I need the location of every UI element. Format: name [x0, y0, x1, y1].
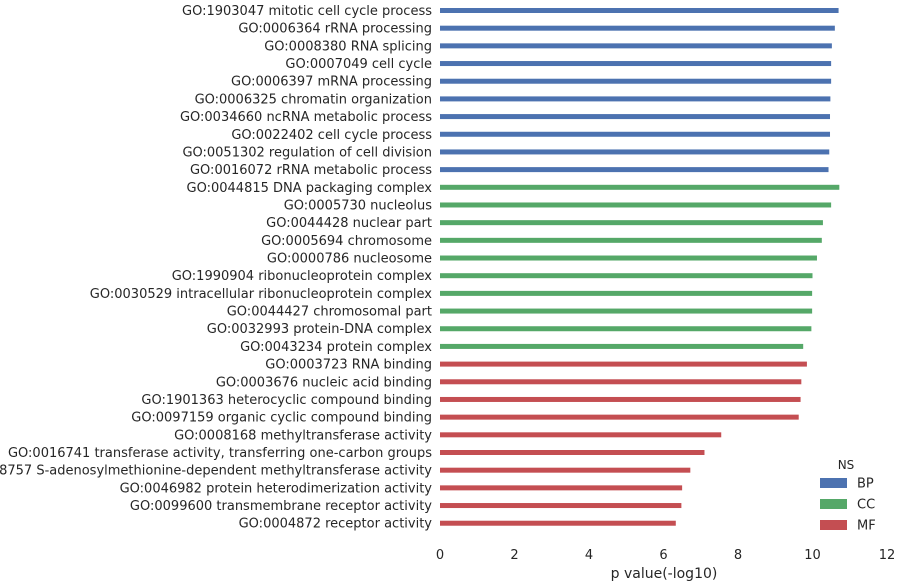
category-label: GO:0046982 protein heterodimerization ac…: [120, 481, 433, 496]
bar-mf: [440, 361, 807, 367]
category-label: GO:0097159 organic cyclic compound bindi…: [131, 411, 432, 426]
x-tick-label: 0: [436, 548, 444, 563]
category-label: GO:0006364 rRNA processing: [238, 22, 432, 37]
category-label: GO:0004872 receptor activity: [239, 517, 433, 532]
category-label: GO:0016072 rRNA metabolic process: [190, 163, 432, 178]
category-label: GO:0043234 protein complex: [240, 340, 432, 355]
bar-cc: [440, 343, 804, 349]
bar-bp: [440, 8, 839, 13]
bar-cc: [440, 184, 840, 190]
bar-cc: [440, 308, 813, 314]
bar-bp: [440, 78, 832, 84]
x-tick-label: 6: [659, 548, 667, 563]
x-tick-label: 2: [510, 548, 518, 563]
bar-mf: [440, 432, 722, 438]
bar-bp: [440, 149, 830, 155]
legend-label-cc: CC: [857, 498, 875, 513]
category-label: GO:0000786 nucleosome: [267, 252, 432, 267]
bar-mf: [440, 485, 683, 491]
category-label: GO:0044815 DNA packaging complex: [187, 181, 433, 196]
bar-bp: [440, 167, 829, 173]
category-label: GO:0008380 RNA splicing: [264, 39, 432, 54]
legend-swatch-mf: [820, 520, 847, 530]
x-tick-label: 10: [804, 548, 821, 563]
bar-bp: [440, 43, 832, 49]
category-label: GO:0007049 cell cycle: [285, 57, 432, 72]
bar-bp: [440, 61, 832, 67]
x-axis-label: p value(-log10): [611, 566, 718, 582]
bar-bp: [440, 25, 835, 31]
category-label: GO:0099600 transmembrane receptor activi…: [130, 499, 432, 514]
category-label: GO:0008168 methyltransferase activity: [174, 428, 432, 443]
legend-swatch-cc: [820, 499, 847, 509]
bar-cc: [440, 237, 822, 243]
x-tick-label: 4: [585, 548, 593, 563]
bars-layer: [440, 8, 840, 526]
category-label: GO:0051302 regulation of cell division: [182, 145, 432, 160]
bar-bp: [440, 131, 831, 137]
bar-bp: [440, 96, 831, 102]
category-labels: GO:1903047 mitotic cell cycle process GO:…: [0, 4, 432, 532]
bar-mf: [440, 379, 802, 385]
category-label: GO:0044428 nuclear part: [266, 216, 432, 231]
bar-mf: [440, 520, 676, 526]
category-label: GO:0030529 intracellular ribonucleoprote…: [90, 287, 433, 302]
category-label: GO:0016741 transferase activity, transfe…: [8, 446, 432, 461]
category-label: GO:1990904 ribonucleoprotein complex: [172, 269, 433, 284]
category-label: GO:0008757 S-adenosylmethionine-dependen…: [0, 464, 432, 479]
category-label: GO:1903047 mitotic cell cycle process: [182, 4, 432, 19]
category-label: GO:0006325 chromatin organization: [195, 92, 432, 107]
bar-mf: [440, 450, 705, 455]
category-label: GO:1901363 heterocyclic compound binding: [141, 393, 432, 408]
legend-label-bp: BP: [857, 477, 874, 492]
bar-bp: [440, 114, 831, 120]
bar-mf: [440, 414, 799, 420]
bar-cc: [440, 220, 823, 226]
bar-mf: [440, 467, 691, 473]
category-label: GO:0005694 chromosome: [261, 234, 432, 249]
category-label: GO:0003723 RNA binding: [265, 358, 432, 373]
category-label: GO:0005730 nucleolus: [284, 198, 433, 213]
category-label: GO:0034660 ncRNA metabolic process: [180, 110, 432, 125]
category-label: GO:0022402 cell cycle process: [231, 128, 432, 143]
bar-cc: [440, 290, 813, 296]
legend-label-mf: MF: [857, 519, 876, 534]
category-label: GO:0006397 mRNA processing: [231, 75, 432, 90]
x-axis: 0 2 4 6 8 10 12: [436, 548, 895, 563]
x-tick-label: 8: [734, 548, 742, 563]
bar-cc: [440, 255, 817, 261]
legend-title: NS: [838, 458, 855, 472]
category-label: GO:0003676 nucleic acid binding: [216, 375, 432, 390]
bar-mf: [440, 503, 682, 509]
bar-cc: [440, 273, 813, 279]
bar-cc: [440, 202, 832, 208]
category-label: GO:0032993 protein-DNA complex: [207, 322, 433, 337]
bar-cc: [440, 326, 812, 332]
legend-swatch-bp: [820, 478, 847, 488]
category-label: GO:0044427 chromosomal part: [227, 305, 432, 320]
x-tick-label: 12: [879, 548, 896, 563]
bar-mf: [440, 396, 801, 402]
